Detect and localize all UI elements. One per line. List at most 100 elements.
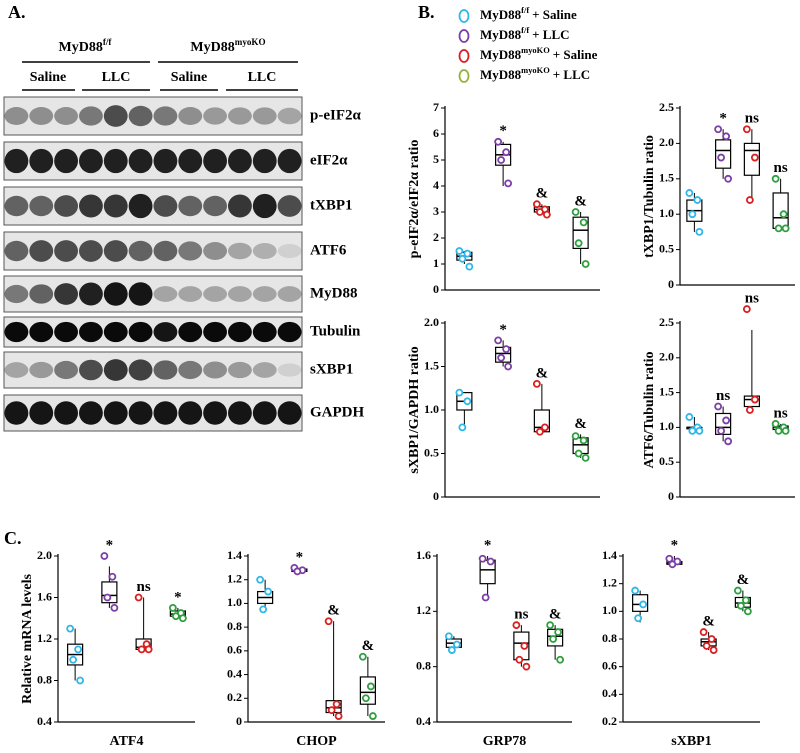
blot-band bbox=[78, 359, 103, 381]
blot-band bbox=[252, 286, 277, 302]
data-point bbox=[724, 174, 733, 183]
y-tick-label: 1.4 bbox=[227, 548, 242, 562]
data-point bbox=[733, 586, 742, 595]
data-point bbox=[532, 200, 541, 209]
data-point bbox=[522, 662, 531, 671]
y-tick-label: 0.8 bbox=[602, 631, 617, 645]
y-tick-label: 1.2 bbox=[227, 571, 242, 585]
blot-band bbox=[54, 195, 79, 217]
y-axis-label: ATF6/Tubulin ratio bbox=[642, 351, 657, 468]
y-tick-label: 2.5 bbox=[659, 315, 674, 329]
blot-band bbox=[103, 148, 128, 174]
blot-band bbox=[4, 284, 29, 304]
treatment-label: LLC bbox=[102, 70, 131, 85]
blot-band bbox=[203, 401, 228, 425]
blot-band bbox=[29, 148, 54, 174]
y-tick-label: 1.0 bbox=[659, 419, 674, 433]
data-point bbox=[549, 635, 558, 643]
blot-band bbox=[54, 401, 79, 425]
blot-band bbox=[128, 282, 153, 306]
blot-band bbox=[54, 240, 79, 262]
y-tick-label: 7 bbox=[433, 100, 439, 114]
data-point bbox=[579, 218, 588, 227]
label-sup: f/f bbox=[521, 5, 529, 15]
significance: ns bbox=[716, 388, 730, 404]
y-tick-label: 0 bbox=[668, 277, 674, 291]
band-label: sXBP1 bbox=[310, 361, 353, 377]
significance: & bbox=[737, 572, 750, 588]
y-axis-label: p-eIF2α/eIF2α ratio bbox=[407, 140, 422, 259]
data-point bbox=[685, 413, 694, 421]
data-point bbox=[452, 640, 461, 649]
significance: & bbox=[327, 603, 340, 619]
box bbox=[772, 192, 789, 229]
y-tick-label: 5 bbox=[433, 152, 439, 166]
blot-band bbox=[203, 361, 228, 379]
label-base: MyD88 bbox=[480, 67, 522, 82]
y-tick-label: 1.0 bbox=[227, 595, 242, 609]
blot-band bbox=[178, 241, 203, 261]
blot-band bbox=[203, 195, 228, 217]
data-point bbox=[110, 603, 119, 612]
data-point bbox=[742, 125, 751, 134]
significance: * bbox=[484, 537, 492, 553]
data-point bbox=[750, 395, 759, 404]
data-point bbox=[259, 605, 268, 614]
label-sup: f/f bbox=[103, 37, 113, 47]
data-point bbox=[717, 426, 726, 435]
data-point bbox=[74, 645, 83, 654]
data-point bbox=[745, 406, 754, 414]
significance: * bbox=[719, 111, 727, 127]
label: MyD88myoKO + Saline bbox=[480, 45, 598, 62]
data-point bbox=[554, 628, 563, 636]
data-point bbox=[497, 353, 506, 362]
blot-band bbox=[178, 401, 203, 425]
y-tick-label: 0.8 bbox=[227, 619, 242, 633]
data-point bbox=[579, 436, 588, 445]
treatment-label: Saline bbox=[171, 70, 208, 85]
y-tick-label: 0.2 bbox=[227, 690, 242, 704]
data-point bbox=[532, 379, 541, 388]
blot-band bbox=[128, 359, 153, 381]
blot-strip bbox=[3, 275, 303, 313]
data-point bbox=[774, 426, 783, 435]
significance: ns bbox=[745, 291, 759, 307]
blot-band bbox=[153, 360, 178, 380]
data-point bbox=[168, 603, 177, 612]
blot-band bbox=[29, 401, 54, 425]
label: MyD88myoKO + LLC bbox=[480, 65, 590, 82]
significance: ns bbox=[774, 405, 788, 421]
y-tick-label: 1.0 bbox=[424, 402, 439, 416]
blot-strip bbox=[3, 96, 303, 136]
blot-header-lines bbox=[22, 61, 298, 91]
blot-band bbox=[29, 107, 54, 125]
blot-band bbox=[277, 195, 302, 217]
blot-band bbox=[153, 240, 178, 262]
data-point bbox=[781, 224, 790, 233]
legend-marker bbox=[458, 49, 470, 63]
blot-band bbox=[78, 240, 103, 262]
significance: & bbox=[702, 614, 715, 630]
blot-band bbox=[203, 148, 228, 174]
blot-band bbox=[78, 282, 103, 306]
blot-band bbox=[54, 321, 79, 343]
significance: ns bbox=[745, 111, 759, 127]
data-point bbox=[366, 682, 375, 691]
y-axis-label: sXBP1/GAPDH ratio bbox=[407, 346, 422, 473]
blot-band bbox=[29, 240, 54, 262]
blot-band bbox=[252, 243, 277, 259]
blot-band bbox=[203, 107, 228, 125]
band-label: tXBP1 bbox=[310, 197, 353, 213]
blot-band bbox=[78, 148, 103, 174]
data-point bbox=[512, 621, 521, 630]
blot-band bbox=[54, 283, 79, 305]
data-point bbox=[699, 628, 708, 636]
significance: ns bbox=[774, 160, 788, 176]
blot-band bbox=[4, 240, 29, 262]
blot-band bbox=[78, 321, 103, 343]
data-point bbox=[688, 210, 697, 219]
data-point bbox=[685, 189, 694, 197]
label: MyD88f/f bbox=[59, 37, 113, 55]
data-point bbox=[639, 600, 648, 609]
